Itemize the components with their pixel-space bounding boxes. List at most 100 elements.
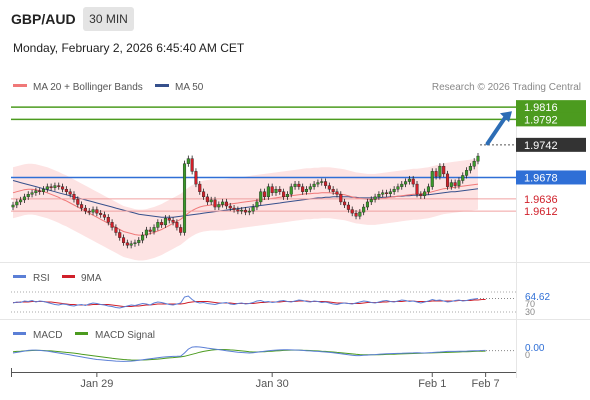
candle — [141, 232, 145, 244]
candle — [125, 239, 129, 249]
candle — [354, 210, 358, 220]
candle — [423, 188, 427, 199]
macd-signal-legend-label: MACD Signal — [95, 330, 155, 341]
level-label-bg-3 — [516, 170, 586, 185]
candle — [461, 172, 465, 184]
ma50-legend-swatch — [155, 84, 169, 87]
candle — [316, 179, 320, 188]
rsi-ma-legend-swatch — [62, 275, 75, 278]
macd-legend: MACD MACD Signal — [13, 330, 155, 341]
candle — [80, 201, 84, 212]
candle — [384, 189, 389, 197]
candle — [396, 183, 400, 193]
x-tick-label-1: Jan 30 — [256, 378, 289, 390]
candle — [240, 207, 244, 215]
candle — [198, 181, 202, 195]
candle — [358, 209, 362, 220]
ma20-legend-swatch — [13, 84, 27, 87]
candle — [182, 160, 187, 236]
candle — [118, 229, 122, 241]
candle — [426, 183, 430, 195]
candle — [476, 153, 480, 165]
x-axis: Jan 29 Jan 30 Feb 1 Feb 7 — [11, 368, 500, 390]
candle — [15, 198, 19, 209]
candle — [83, 204, 87, 215]
ma20-legend-label: MA 20 + Bollinger Bands — [33, 82, 143, 93]
candle — [270, 183, 274, 196]
candle — [236, 206, 240, 215]
candle — [343, 198, 347, 209]
rsi-legend: RSI 9MA — [13, 273, 102, 284]
candle — [53, 182, 57, 191]
macd-legend-swatch — [13, 332, 26, 335]
candle — [266, 183, 270, 200]
candle — [362, 203, 366, 216]
candle — [11, 201, 15, 211]
forecast-arrow — [485, 111, 512, 146]
candle — [465, 167, 469, 179]
ma50-legend-label: MA 50 — [175, 82, 204, 93]
candle — [194, 168, 198, 188]
macd-current-label: 0.00 — [525, 343, 545, 354]
candle — [30, 189, 34, 198]
candle — [129, 240, 133, 249]
candle — [468, 163, 472, 174]
candle — [251, 203, 255, 215]
candle — [400, 181, 404, 190]
candle — [209, 196, 213, 205]
candle — [472, 158, 476, 170]
candle — [449, 179, 453, 190]
candle — [404, 178, 408, 188]
level-label-bg-1 — [516, 112, 586, 127]
rsi-current-label: 64.62 — [525, 292, 550, 303]
level-label-0: 1.9816 — [524, 102, 558, 114]
candle — [434, 168, 438, 180]
ma20-line — [12, 183, 479, 236]
copyright-label: Research © 2026 Trading Central — [432, 82, 581, 93]
level-label-bg-0 — [516, 100, 586, 115]
candle — [453, 179, 457, 189]
candle — [22, 193, 26, 203]
candle — [381, 189, 385, 198]
candle — [102, 211, 107, 221]
candle — [49, 183, 53, 191]
candle — [339, 191, 343, 205]
candle — [186, 155, 190, 167]
candle — [95, 206, 99, 217]
candle — [87, 208, 91, 216]
candle — [19, 196, 23, 205]
candle — [285, 191, 289, 200]
candle — [419, 191, 423, 199]
candle — [350, 206, 354, 217]
rsi-ma-legend-label: 9MA — [81, 273, 102, 284]
candle — [76, 196, 80, 208]
macd-lines — [12, 346, 516, 362]
level-label-bg-2 — [516, 137, 586, 152]
candle — [91, 206, 95, 216]
level-label-3: 1.9678 — [524, 172, 558, 184]
candle — [205, 193, 209, 205]
candle — [327, 182, 331, 193]
candle — [335, 188, 339, 198]
candle — [365, 198, 370, 211]
forecast-arrow-head — [500, 111, 512, 123]
rsi-lines — [11, 291, 516, 313]
candle — [282, 188, 286, 200]
candle — [297, 181, 301, 190]
candle — [445, 170, 450, 190]
candle — [217, 201, 221, 211]
candle — [224, 198, 228, 210]
candle — [144, 226, 148, 239]
candles — [11, 153, 480, 249]
candle — [106, 214, 110, 226]
candle — [301, 183, 305, 195]
candle — [346, 201, 350, 213]
rsi-ref-70: 70 — [525, 299, 535, 309]
candle — [278, 186, 282, 195]
candle — [392, 186, 396, 195]
candle — [133, 239, 137, 247]
candle — [232, 204, 236, 213]
candle — [320, 178, 324, 186]
